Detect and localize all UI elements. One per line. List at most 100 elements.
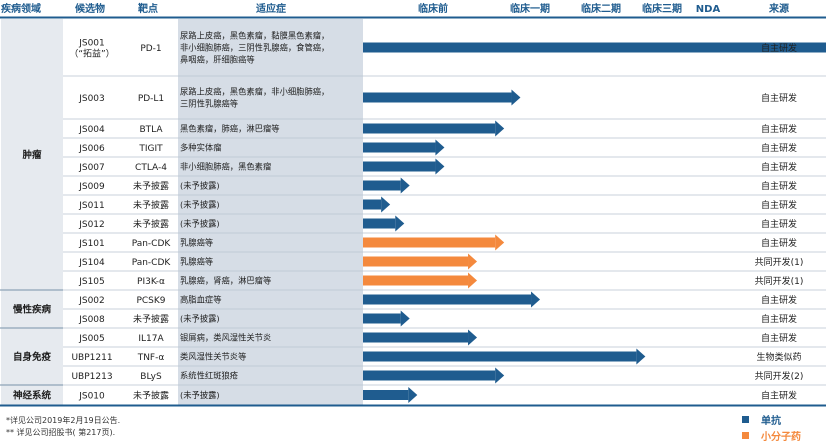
progress-bar (363, 180, 401, 191)
source-label: 共同开发(2) (755, 370, 804, 382)
candidate-label: JS008 (78, 315, 105, 325)
legend-item-small-molecule: 小分子药 (742, 428, 801, 443)
column-header: 临床三期 (642, 2, 682, 15)
candidate-label: JS009 (78, 182, 105, 192)
target-label: 未予披露 (133, 199, 169, 211)
candidate-label: JS104 (78, 258, 105, 268)
target-label: 未予披露 (133, 390, 169, 402)
column-header: 来源 (768, 2, 789, 15)
indication-label: (未予披露) (180, 200, 220, 210)
indication-label: 尿路上皮癌，黑色素瘤，非小细胞肺癌， (180, 87, 329, 97)
progress-arrowhead (381, 196, 391, 213)
column-header: 靶点 (138, 2, 158, 15)
indication-label: 鼻咽癌，肝细胞癌等 (180, 55, 255, 65)
target-label: BLyS (140, 372, 162, 382)
target-label: TIGIT (138, 144, 163, 154)
target-label: PD-1 (140, 44, 161, 54)
candidate-label: JS003 (78, 94, 105, 104)
indication-label: (未予披露) (180, 314, 220, 324)
column-header: 疾病领域 (1, 2, 41, 15)
progress-bar (363, 351, 637, 362)
progress-bar (363, 42, 826, 53)
indication-label: 多种实体瘤 (180, 143, 222, 153)
progress-arrowhead (468, 329, 478, 346)
progress-arrowhead (435, 139, 445, 156)
progress-bar (363, 237, 496, 248)
source-label: 自主研发 (761, 123, 797, 135)
candidate-label: JS006 (78, 144, 105, 154)
candidate-label: JS011 (78, 201, 105, 211)
legend-label-mab: 单抗 (761, 416, 781, 427)
progress-bar (363, 332, 469, 343)
source-label: 自主研发 (761, 332, 797, 344)
indication-label: 黑色素瘤，肺癌，淋巴瘤等 (180, 124, 280, 134)
progress-arrowhead (435, 158, 445, 175)
disease-area-label: 慢性疾病 (13, 304, 52, 316)
footnote-1: *详见公司2019年2月19日公告. (6, 416, 121, 425)
progress-arrowhead (511, 89, 521, 106)
target-label: PI3K-α (137, 277, 165, 287)
candidate-label: JS010 (78, 392, 105, 402)
candidate-label: UBP1213 (71, 372, 112, 382)
progress-bar (363, 370, 496, 381)
indication-label: 乳腺癌等 (180, 257, 213, 267)
progress-arrowhead (495, 120, 505, 137)
source-label: 自主研发 (761, 218, 797, 230)
indication-label: 类风湿性关节炎等 (180, 352, 246, 362)
source-label: 自主研发 (761, 42, 797, 54)
column-header: 适应症 (256, 2, 286, 15)
indication-label: (未予披露) (180, 219, 220, 229)
disease-area-label: 自身免疫 (13, 351, 52, 363)
indication-label: 非小细胞肺癌，黑色素瘤 (180, 162, 271, 172)
indication-label: (未予披露) (180, 390, 220, 400)
area-column-bg (1, 19, 63, 405)
legend-item-mab: 单抗 (742, 412, 781, 427)
source-label: 自主研发 (761, 92, 797, 104)
legend-swatch-mab (742, 416, 749, 423)
progress-bar (363, 256, 469, 267)
progress-arrowhead (395, 215, 405, 232)
progress-arrowhead (636, 348, 646, 365)
progress-bar (363, 142, 436, 153)
candidate-label: JS012 (78, 220, 105, 230)
source-label: 自主研发 (761, 142, 797, 154)
target-label: BTLA (139, 125, 163, 135)
column-header: NDA (696, 4, 721, 15)
source-label: 自主研发 (761, 199, 797, 211)
progress-bar (363, 294, 532, 305)
progress-bar (363, 390, 409, 400)
progress-bar (363, 123, 496, 134)
source-label: 生物类似药 (756, 351, 801, 363)
indication-label: 银屑病，类风湿性关节炎 (180, 333, 271, 343)
target-label: PCSK9 (136, 296, 165, 306)
source-label: 自主研发 (761, 313, 797, 325)
target-label: Pan-CDK (132, 258, 172, 268)
candidate-label: JS004 (78, 125, 105, 135)
progress-arrowhead (408, 387, 418, 403)
target-label: IL17A (138, 334, 164, 344)
indication-label: 高脂血症等 (180, 295, 222, 305)
target-label: PD-L1 (138, 94, 164, 104)
source-label: 自主研发 (761, 180, 797, 192)
progress-arrowhead (531, 291, 541, 308)
source-label: 自主研发 (761, 390, 797, 402)
indication-label: 非小细胞肺癌，三阴性乳腺癌，食管癌， (180, 43, 329, 53)
candidate-label: UBP1211 (71, 353, 112, 363)
candidate-label: JS001 (78, 39, 105, 49)
progress-bar (363, 313, 401, 324)
source-label: 共同开发(1) (755, 256, 804, 268)
candidate-label: JS101 (78, 239, 105, 249)
legend-swatch-small-molecule (742, 432, 749, 439)
source-label: 自主研发 (761, 161, 797, 173)
target-label: Pan-CDK (132, 239, 172, 249)
target-label: 未予披露 (133, 180, 169, 192)
candidate-label: JS007 (78, 163, 105, 173)
indication-column-bg (178, 19, 363, 405)
progress-bar (363, 92, 512, 103)
progress-arrowhead (495, 367, 505, 384)
column-header: 临床一期 (510, 2, 550, 15)
indication-label: 乳腺癌，肾癌，淋巴瘤等 (180, 276, 271, 286)
progress-arrowhead (495, 234, 505, 251)
candidate-label: JS002 (78, 296, 105, 306)
